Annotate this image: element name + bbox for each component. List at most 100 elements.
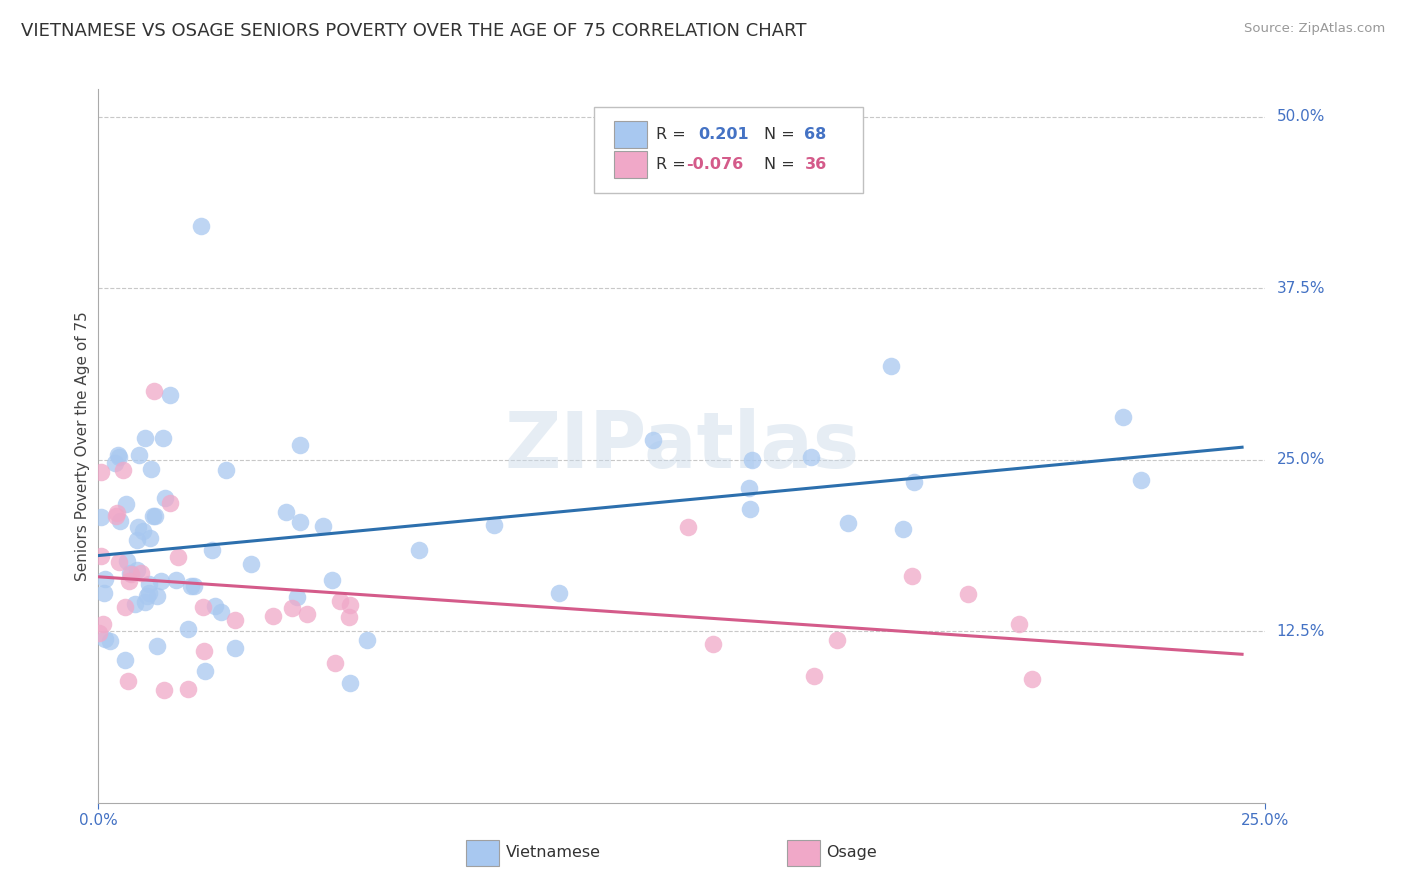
Point <box>177 682 200 697</box>
Text: 0.201: 0.201 <box>699 127 749 142</box>
Point <box>108 555 131 569</box>
Point <box>143 384 166 398</box>
Text: VIETNAMESE VS OSAGE SENIORS POVERTY OVER THE AGE OF 75 CORRELATION CHART: VIETNAMESE VS OSAGE SENIORS POVERTY OVER… <box>21 22 807 40</box>
FancyBboxPatch shape <box>614 120 647 148</box>
Point <box>183 579 205 593</box>
Point <box>141 462 163 476</box>
Point <box>214 463 236 477</box>
Point <box>93 586 115 600</box>
Point <box>90 509 112 524</box>
Point <box>159 388 181 402</box>
Point <box>115 554 138 568</box>
Y-axis label: Seniors Poverty Over the Age of 75: Seniors Poverty Over the Age of 75 <box>75 311 90 581</box>
Point <box>94 572 117 586</box>
Point <box>124 598 146 612</box>
Point <box>321 573 343 587</box>
FancyBboxPatch shape <box>595 107 863 193</box>
Text: 36: 36 <box>804 157 827 171</box>
Point <box>107 448 129 462</box>
Point <box>107 450 129 464</box>
Point <box>825 633 848 648</box>
Point <box>138 586 160 600</box>
Text: N =: N = <box>763 127 794 142</box>
Text: R =: R = <box>657 127 686 142</box>
Point <box>323 656 346 670</box>
Text: N =: N = <box>763 157 794 171</box>
Point <box>114 599 136 614</box>
Text: 50.0%: 50.0% <box>1277 109 1324 124</box>
Point <box>408 542 430 557</box>
Point <box>159 495 181 509</box>
Text: Vietnamese: Vietnamese <box>506 846 600 860</box>
Text: 12.5%: 12.5% <box>1277 624 1324 639</box>
Point <box>224 641 246 656</box>
Point <box>741 452 763 467</box>
Point <box>740 502 762 516</box>
Point <box>120 566 142 581</box>
Text: 68: 68 <box>804 127 827 142</box>
Text: Source: ZipAtlas.com: Source: ZipAtlas.com <box>1244 22 1385 36</box>
Text: ZIPatlas: ZIPatlas <box>505 408 859 484</box>
Point <box>91 617 114 632</box>
Point <box>1008 617 1031 632</box>
Point <box>135 589 157 603</box>
Point <box>281 601 304 615</box>
Point <box>125 563 148 577</box>
Point <box>312 519 335 533</box>
Point <box>224 613 246 627</box>
FancyBboxPatch shape <box>465 840 499 865</box>
Point <box>153 682 176 697</box>
Point <box>112 463 135 477</box>
Point <box>107 506 129 520</box>
Point <box>134 595 156 609</box>
Point <box>339 599 361 613</box>
Point <box>957 587 980 601</box>
Point <box>191 600 214 615</box>
Point <box>738 482 761 496</box>
Point <box>901 568 924 582</box>
Point <box>90 549 112 563</box>
Point <box>134 431 156 445</box>
Point <box>194 664 217 678</box>
Point <box>643 434 665 448</box>
Point <box>128 449 150 463</box>
Point <box>93 632 115 646</box>
Point <box>204 599 226 613</box>
Text: -0.076: -0.076 <box>686 157 744 171</box>
Point <box>190 219 212 234</box>
Point <box>110 514 132 528</box>
Point <box>262 609 284 624</box>
Point <box>127 533 149 548</box>
Point <box>145 639 167 653</box>
Point <box>165 573 187 587</box>
Point <box>155 491 177 506</box>
Point <box>138 576 160 591</box>
Point <box>337 610 360 624</box>
Point <box>127 520 149 534</box>
Point <box>702 637 724 651</box>
Point <box>118 574 141 588</box>
Point <box>120 566 142 581</box>
Point <box>87 626 110 640</box>
Point <box>129 566 152 580</box>
Point <box>329 594 352 608</box>
Point <box>678 520 700 534</box>
Point <box>177 622 200 636</box>
Point <box>891 522 914 536</box>
Point <box>167 550 190 565</box>
Point <box>276 505 298 519</box>
FancyBboxPatch shape <box>614 151 647 178</box>
Point <box>903 475 925 489</box>
Text: 37.5%: 37.5% <box>1277 281 1324 295</box>
Point <box>149 574 172 589</box>
FancyBboxPatch shape <box>787 840 820 865</box>
Point <box>800 450 823 465</box>
Point <box>1021 673 1043 687</box>
Point <box>139 531 162 545</box>
Point <box>1112 409 1135 424</box>
Point <box>117 673 139 688</box>
Point <box>288 515 311 529</box>
Point <box>180 579 202 593</box>
Point <box>100 633 122 648</box>
Point <box>240 557 263 571</box>
